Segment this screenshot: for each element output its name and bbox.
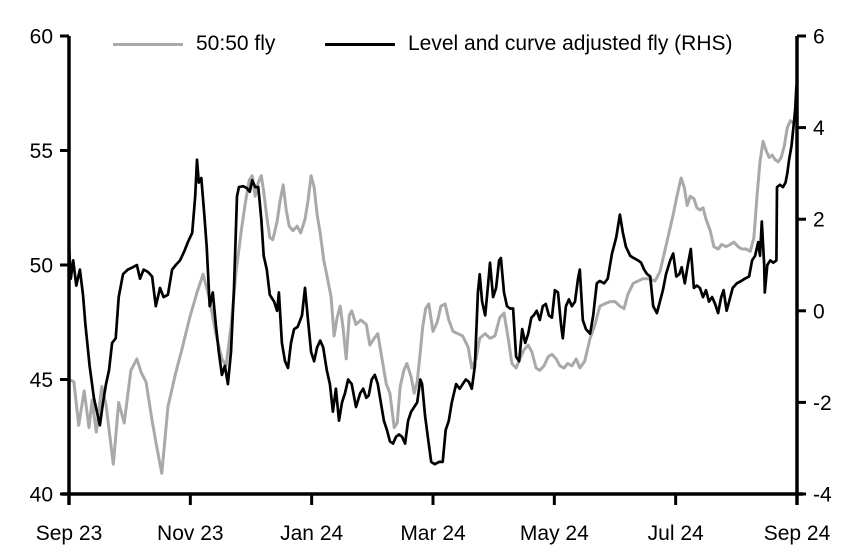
left-axis-tick-label: 50 <box>30 255 53 278</box>
left-axis-tick-label: 60 <box>30 26 53 49</box>
series-line-5050-fly <box>67 114 799 475</box>
right-axis-tick-label: 6 <box>813 26 825 49</box>
right-axis-tick-label: -4 <box>813 484 832 507</box>
right-axis-tick-label: 0 <box>813 300 825 323</box>
x-axis-tick-label: Jul 24 <box>648 522 704 545</box>
x-axis-tick-label: May 24 <box>520 522 589 545</box>
legend-item-level-curve-adjusted-fly: Level and curve adjusted fly (RHS) <box>325 32 733 55</box>
left-axis-tick-label: 40 <box>30 484 53 507</box>
x-axis-tick-label: Mar 24 <box>400 522 466 545</box>
legend-label-5050-fly: 50:50 fly <box>196 32 276 55</box>
legend-swatch-gray-line-icon <box>113 42 183 46</box>
legend-label-level-curve-adjusted-fly: Level and curve adjusted fly (RHS) <box>408 32 733 55</box>
right-axis-tick-label: -2 <box>813 392 832 415</box>
left-axis-tick-label: 45 <box>30 369 53 392</box>
right-axis-tick-label: 4 <box>813 117 825 140</box>
x-axis-tick-label: Sep 24 <box>764 522 831 545</box>
left-axis-tick-label: 55 <box>30 140 53 163</box>
x-axis-tick-label: Nov 23 <box>157 522 224 545</box>
series-line-level-curve-adjusted-fly <box>67 85 799 466</box>
x-axis-tick-label: Jan 24 <box>280 522 343 545</box>
legend-swatch-black-line-icon <box>325 42 395 46</box>
x-axis-tick-label: Sep 23 <box>36 522 103 545</box>
legend-item-5050-fly: 50:50 fly <box>113 32 276 55</box>
right-axis-tick-label: 2 <box>813 209 825 232</box>
